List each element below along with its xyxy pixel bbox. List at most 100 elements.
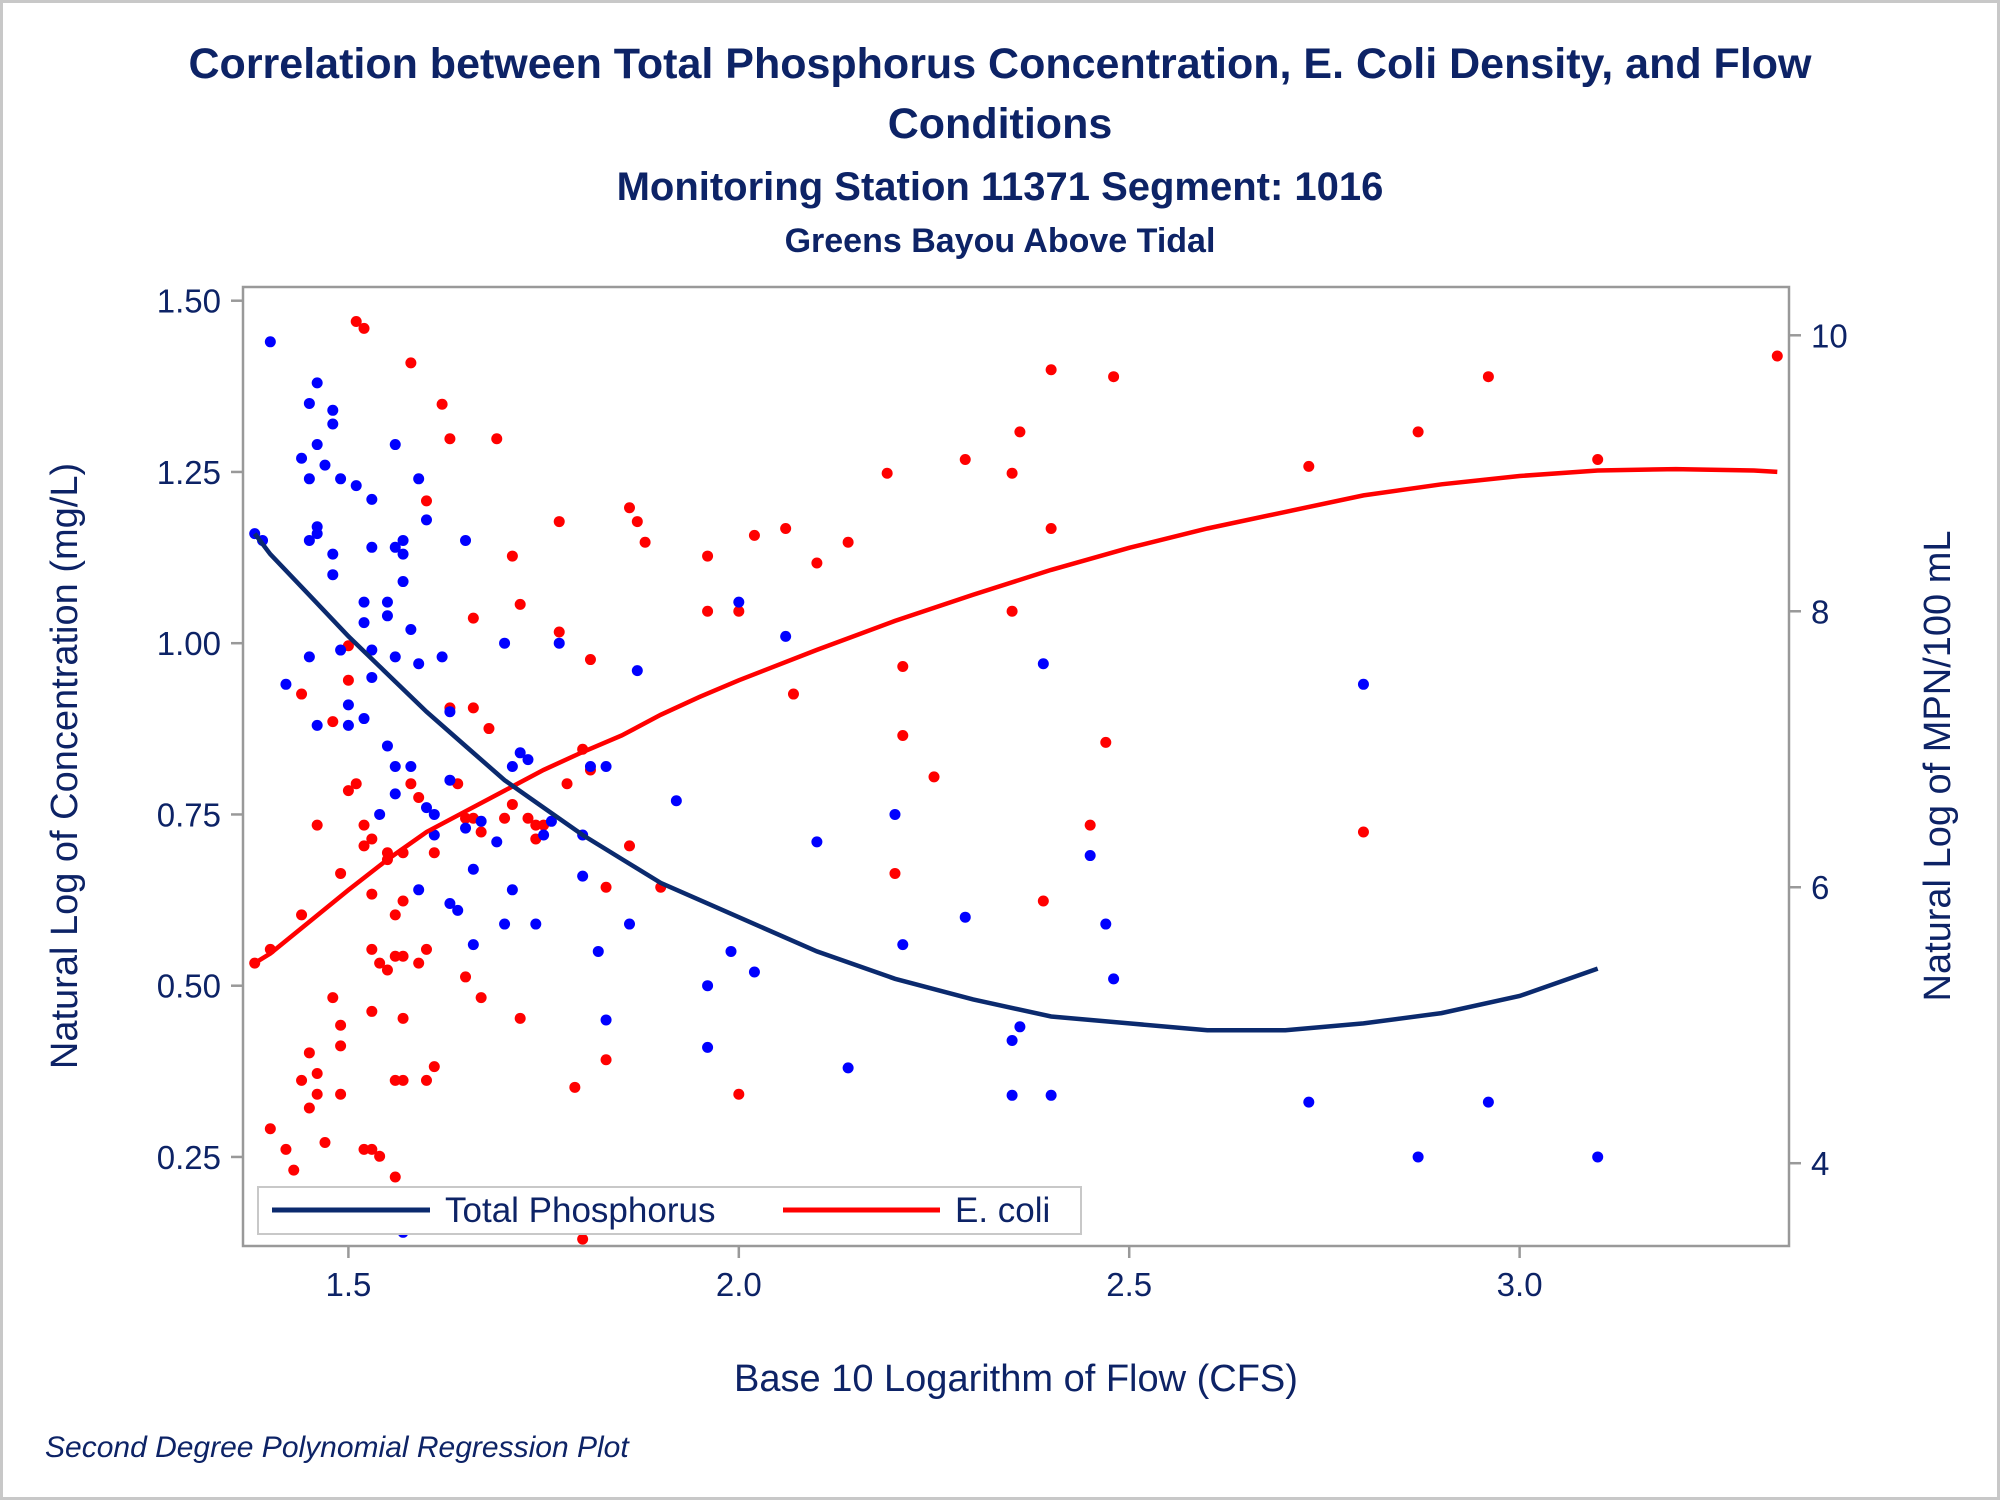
phosphorus-point	[420, 514, 432, 526]
ecoli-point	[436, 398, 448, 410]
x-tick-label: 1.5	[325, 1266, 371, 1303]
phosphorus-point	[733, 596, 745, 608]
ecoli-point	[358, 1143, 370, 1155]
phosphorus-point	[780, 630, 792, 642]
phosphorus-point	[702, 1041, 714, 1053]
y-right-tick-label: 10	[1811, 317, 1848, 354]
ecoli-point	[296, 1074, 308, 1086]
phosphorus-point	[358, 596, 370, 608]
legend-phosphorus-label: Total Phosphorus	[445, 1191, 715, 1230]
ecoli-point	[1006, 605, 1018, 617]
ecoli-point	[280, 1143, 292, 1155]
phosphorus-point	[397, 534, 409, 546]
ecoli-point	[374, 1150, 386, 1162]
ecoli-point	[327, 992, 339, 1004]
ecoli-point	[1037, 895, 1049, 907]
ecoli-point	[600, 881, 612, 893]
phosphorus-point	[1412, 1151, 1424, 1163]
phosphorus-point	[296, 452, 308, 464]
phosphorus-point	[577, 870, 589, 882]
y-left-tick-label: 0.25	[157, 1139, 221, 1176]
y-right-tick-label: 8	[1811, 593, 1829, 630]
phosphorus-point	[389, 788, 401, 800]
plot-frame	[241, 285, 1791, 1248]
ecoli-point	[1482, 371, 1494, 383]
ecoli-point	[397, 1012, 409, 1024]
phosphorus-point	[366, 671, 378, 683]
ecoli-fit-line	[253, 466, 1778, 966]
chart-subtitle: Monitoring Station 11371 Segment: 1016	[617, 165, 1384, 209]
x-axis: 1.5 2.0 2.5 3.0	[325, 1246, 1543, 1303]
ecoli-point	[1412, 426, 1424, 438]
phosphorus-point	[264, 336, 276, 348]
phosphorus-point	[413, 658, 425, 670]
phosphorus-point	[389, 541, 401, 553]
ecoli-point	[335, 1040, 347, 1052]
phosphorus-point	[460, 822, 472, 834]
ecoli-point	[1014, 426, 1026, 438]
ecoli-point	[702, 605, 714, 617]
ecoli-point	[467, 702, 479, 714]
ecoli-point	[1303, 460, 1315, 472]
ecoli-point	[881, 467, 893, 479]
ecoli-point	[366, 943, 378, 955]
x-tick-label: 2.5	[1106, 1266, 1152, 1303]
phosphorus-point	[342, 699, 354, 711]
y-axis-right: 4 6 8 10	[1789, 317, 1848, 1182]
y-left-tick-label: 0.50	[157, 968, 221, 1005]
ecoli-point	[366, 833, 378, 845]
ecoli-point	[420, 495, 432, 507]
phosphorus-point	[467, 863, 479, 875]
phosphorus-point	[1592, 1151, 1604, 1163]
phosphorus-points	[249, 336, 1604, 1238]
phosphorus-point	[499, 918, 511, 930]
ecoli-point	[897, 660, 909, 672]
phosphorus-point	[506, 884, 518, 896]
ecoli-point	[303, 1102, 315, 1114]
phosphorus-point	[335, 644, 347, 656]
ecoli-point	[460, 971, 472, 983]
phosphorus-point	[381, 610, 393, 622]
phosphorus-point	[366, 644, 378, 656]
phosphorus-point	[1100, 918, 1112, 930]
ecoli-point	[506, 798, 518, 810]
ecoli-point	[483, 723, 495, 735]
phosphorus-point	[327, 404, 339, 416]
phosphorus-point	[436, 651, 448, 663]
phosphorus-point	[842, 1062, 854, 1074]
phosphorus-point	[592, 945, 604, 957]
ecoli-point	[303, 1047, 315, 1059]
phosphorus-point	[428, 808, 440, 820]
phosphorus-point	[366, 541, 378, 553]
phosphorus-point	[342, 719, 354, 731]
phosphorus-point	[959, 911, 971, 923]
phosphorus-point	[491, 836, 503, 848]
ecoli-point	[475, 992, 487, 1004]
phosphorus-fit-line	[252, 532, 1599, 1033]
phosphorus-point	[522, 754, 534, 766]
ecoli-point	[335, 1088, 347, 1100]
phosphorus-point	[600, 761, 612, 772]
ecoli-point	[389, 1074, 401, 1086]
x-tick-label: 3.0	[1497, 1266, 1543, 1303]
ecoli-point	[296, 688, 308, 700]
phosphorus-point	[381, 596, 393, 608]
phosphorus-point	[374, 808, 386, 820]
x-axis-label: Base 10 Logarithm of Flow (CFS)	[734, 1358, 1298, 1400]
phosphorus-point	[1303, 1096, 1315, 1108]
phosphorus-point	[444, 706, 456, 718]
ecoli-point	[420, 1074, 432, 1086]
ecoli-point	[1100, 736, 1112, 748]
ecoli-point	[561, 778, 573, 790]
chart-title: Correlation between Total Phosphorus Con…	[189, 40, 1813, 88]
phosphorus-point	[311, 439, 323, 451]
ecoli-point	[787, 688, 799, 700]
ecoli-point	[335, 1019, 347, 1031]
phosphorus-point	[397, 576, 409, 588]
ecoli-point	[733, 605, 745, 617]
ecoli-point	[296, 909, 308, 921]
phosphorus-point	[499, 637, 511, 649]
phosphorus-point	[1108, 973, 1120, 985]
ecoli-point	[928, 771, 940, 783]
